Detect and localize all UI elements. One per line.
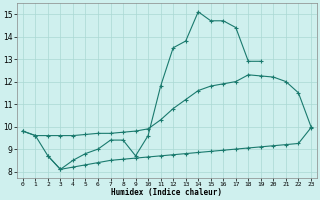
X-axis label: Humidex (Indice chaleur): Humidex (Indice chaleur) — [111, 188, 222, 197]
